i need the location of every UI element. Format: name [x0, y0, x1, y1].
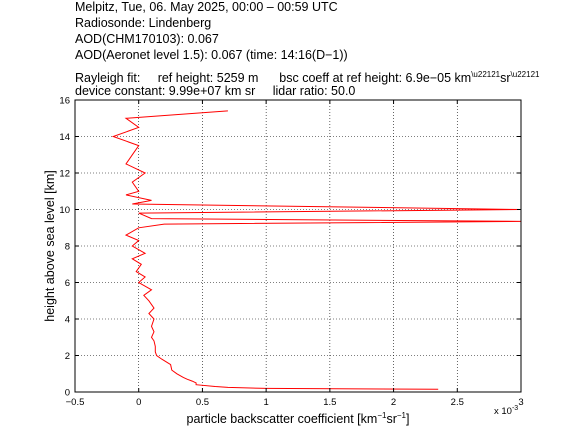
- y-tick-label: 4: [65, 315, 70, 326]
- rayleigh-fit-label: Rayleigh fit:: [75, 71, 141, 86]
- y-tick-label: 14: [59, 132, 70, 143]
- y-tick-label: 0: [65, 388, 70, 399]
- x-axis-label: particle backscatter coefficient [km−1sr…: [187, 411, 410, 426]
- y-tick-label: 6: [65, 278, 70, 289]
- x-tick-label: 1.5: [323, 397, 336, 408]
- x-tick-label: 0: [136, 397, 141, 408]
- x-axis-ticks: −0.5 0 0.5 1 1.5 2 2.5 3: [66, 100, 524, 408]
- header-line-radiosonde: Radiosonde: Lindenberg: [75, 16, 212, 30]
- x-axis-multiplier: x 10-3: [494, 405, 518, 417]
- y-tick-label: 8: [65, 242, 70, 253]
- x-tick-label: 0.5: [196, 397, 209, 408]
- x-tick-label: 2.5: [451, 397, 464, 408]
- x-tick-label: −0.5: [66, 397, 85, 408]
- x-tick-label: 2: [391, 397, 396, 408]
- header-line-aod-chm: AOD(CHM170103): 0.067: [75, 32, 219, 46]
- y-tick-label: 2: [65, 351, 70, 362]
- x-tick-label: 1: [263, 397, 268, 408]
- lidar-ratio-text: lidar ratio: 50.0: [272, 84, 356, 98]
- grid: [75, 100, 521, 392]
- device-constant-text: device constant: 9.99e+07 km sr: [75, 84, 256, 98]
- ref-height-text: ref height: 5259 m: [157, 71, 259, 86]
- header-line-rayleigh: Rayleigh fit: ref height: 5259 m bsc coe…: [75, 67, 539, 86]
- x-tick-label: 3: [518, 397, 523, 408]
- y-tick-label: 10: [59, 205, 70, 216]
- y-tick-label: 12: [59, 169, 70, 180]
- header-line-aod-aeronet: AOD(Aeronet level 1.5): 0.067 (time: 14:…: [75, 48, 348, 62]
- bsc-coeff-text: bsc coeff at ref height: 6.9e−05 km\u221…: [279, 70, 540, 86]
- header-line-device: device constant: 9.99e+07 km sr lidar ra…: [75, 83, 355, 99]
- y-tick-label: 16: [59, 96, 70, 107]
- y-axis-label: height above sea level [km]: [43, 170, 57, 321]
- series-line: [111, 110, 522, 390]
- y-axis-ticks: 0 2 4 6 8 10 12 14 16: [59, 96, 521, 399]
- header-line-site-date: Melpitz, Tue, 06. May 2025, 00:00 – 00:5…: [75, 0, 338, 14]
